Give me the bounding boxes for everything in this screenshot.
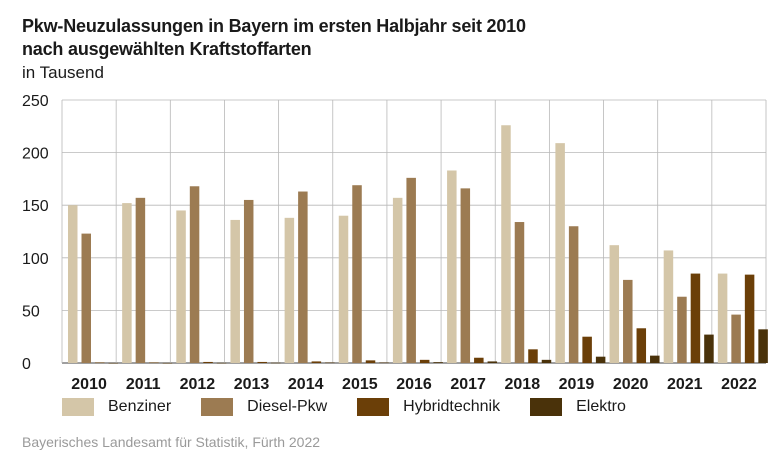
bar [122, 203, 132, 363]
bar [609, 245, 620, 363]
bar [514, 222, 525, 363]
bar [636, 328, 647, 363]
bar [365, 360, 376, 363]
bar [270, 362, 281, 364]
bar [392, 197, 403, 363]
chart-title: Pkw-Neuzulassungen in Bayern im ersten H… [22, 15, 526, 61]
legend-label-diesel: Diesel-Pkw [247, 398, 328, 415]
bar [731, 314, 741, 363]
bar [257, 361, 267, 363]
chart-title-line2: nach ausgewählten Kraftstoffarten [22, 39, 312, 59]
x-tick-label: 2011 [126, 376, 161, 393]
bar [487, 361, 498, 363]
bar [595, 356, 606, 363]
bar [528, 349, 538, 363]
bar [447, 170, 457, 363]
legend-item-elektro: Elektro [530, 398, 626, 416]
bar [298, 191, 308, 363]
bar [352, 185, 362, 363]
bar [663, 250, 674, 363]
x-tick-label: 2017 [450, 376, 486, 393]
bar [162, 362, 173, 364]
bar [325, 362, 335, 364]
bar [623, 279, 633, 363]
bar [474, 357, 484, 363]
y-tick-label: 200 [22, 146, 49, 163]
bar [758, 329, 768, 363]
bar [555, 143, 565, 363]
chart-title-line1: Pkw-Neuzulassungen in Bayern im ersten H… [22, 16, 526, 36]
bar [338, 215, 349, 363]
x-tick-label: 2015 [342, 376, 378, 393]
bar [68, 205, 78, 363]
bar [677, 296, 687, 363]
bar [284, 217, 295, 363]
x-tick-label: 2022 [721, 376, 757, 393]
bar [433, 362, 443, 363]
bar [717, 273, 728, 363]
legend-label-hybrid: Hybridtechnik [403, 398, 501, 415]
bar [189, 186, 200, 363]
source-note: Bayerisches Landesamt für Statistik, Für… [22, 434, 321, 450]
bar [704, 334, 714, 363]
bar [176, 210, 186, 363]
legend-swatch-diesel [201, 398, 234, 416]
x-tick-label: 2018 [505, 376, 541, 393]
bar [501, 125, 511, 363]
legend-swatch-hybrid [357, 398, 390, 416]
legend-item-benziner: Benziner [62, 398, 171, 416]
x-tick-label: 2020 [613, 376, 649, 393]
bar [149, 362, 159, 364]
legend-item-hybrid: Hybridtechnik [357, 398, 500, 416]
x-tick-label: 2013 [234, 376, 270, 393]
x-tick-label: 2016 [396, 376, 432, 393]
x-tick-label: 2019 [559, 376, 595, 393]
bar [230, 219, 240, 363]
bar [419, 359, 430, 363]
legend-label-elektro: Elektro [576, 398, 626, 415]
y-tick-label: 100 [22, 251, 49, 268]
bar [135, 197, 146, 363]
bar [203, 361, 213, 363]
y-tick-label: 250 [22, 93, 49, 110]
bar [95, 362, 105, 364]
bar [216, 362, 227, 364]
bar [690, 273, 701, 363]
bar [460, 188, 471, 363]
bar [379, 362, 389, 364]
bar [311, 361, 322, 363]
y-tick-label: 50 [22, 303, 40, 320]
y-tick-label: 0 [22, 356, 31, 373]
bar [108, 362, 118, 364]
unit-label: in Tausend [22, 63, 104, 82]
legend: Benziner Diesel-Pkw Hybridtechnik Elektr… [62, 398, 656, 416]
bar [541, 359, 552, 363]
bar [568, 226, 579, 363]
bar [744, 274, 755, 363]
bar [582, 336, 592, 363]
bar [406, 177, 416, 363]
x-tick-label: 2010 [71, 376, 107, 393]
bar [81, 233, 91, 363]
bar [243, 199, 254, 363]
legend-swatch-benziner [62, 398, 94, 416]
legend-label-benziner: Benziner [108, 398, 172, 415]
legend-item-diesel: Diesel-Pkw [201, 398, 327, 416]
x-tick-label: 2014 [288, 376, 324, 393]
x-tick-label: 2012 [180, 376, 216, 393]
x-tick-label: 2021 [667, 376, 703, 393]
bar [650, 355, 660, 363]
y-tick-label: 150 [22, 198, 49, 215]
legend-swatch-elektro [530, 398, 563, 416]
